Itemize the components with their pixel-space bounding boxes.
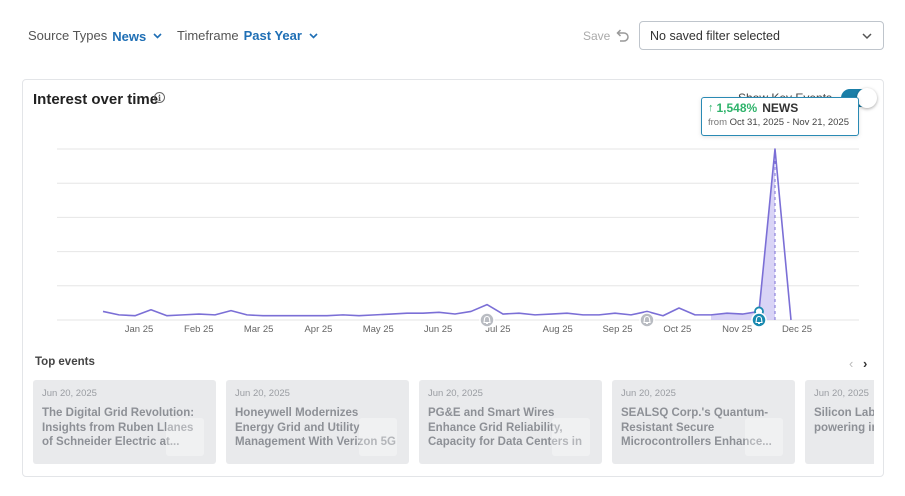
key-event-marker[interactable] <box>639 312 655 328</box>
tooltip-from-label: from <box>708 117 727 128</box>
event-date: Jun 20, 2025 <box>235 388 290 399</box>
save-button[interactable]: Save <box>583 29 611 43</box>
x-tick-label: Feb 25 <box>184 324 214 335</box>
event-thumbnail <box>166 418 204 456</box>
tooltip-series: NEWS <box>762 101 799 115</box>
tooltip-percent: 1,548% <box>716 101 758 115</box>
chevron-left-icon[interactable]: ‹ <box>849 356 854 371</box>
x-tick-label: Sep 25 <box>602 324 632 335</box>
arrow-up-icon: ↑ <box>708 102 714 114</box>
x-tick-label: Apr 25 <box>304 324 332 335</box>
key-event-marker[interactable] <box>751 312 767 328</box>
x-tick-label: Jun 25 <box>424 324 453 335</box>
top-events-list: Jun 20, 2025 The Digital Grid Revolution… <box>33 380 874 465</box>
event-date: Jun 20, 2025 <box>621 388 676 399</box>
event-thumbnail <box>552 418 590 456</box>
event-headline: PG&E and Smart Wires Enhance Grid Reliab… <box>428 407 583 448</box>
x-tick-label: Nov 25 <box>722 324 752 335</box>
event-thumbnail <box>745 418 783 456</box>
event-card[interactable]: Jun 20, 2025 Honeywell Modernizes Energy… <box>226 380 409 464</box>
tooltip-range: Oct 31, 2025 - Nov 21, 2025 <box>729 117 849 128</box>
series-line <box>102 148 792 321</box>
interest-chart: Jan 25 Feb 25 Mar 25 Apr 25 May 25 Jun 25 Jul … <box>57 148 859 335</box>
x-tick-label: Jul 25 <box>485 324 510 335</box>
source-types-filter[interactable]: Source Types News <box>28 28 162 44</box>
event-card[interactable]: Jun 20, 2025 Silicon Labs surpass 10 m p… <box>805 380 874 464</box>
undo-icon[interactable] <box>614 27 632 45</box>
event-headline: SEALSQ Corp.'s Quantum-Resistant Secure … <box>621 407 772 448</box>
x-tick-label: Oct 25 <box>663 324 691 335</box>
event-headline: Honeywell Modernizes Energy Grid and Uti… <box>235 407 396 448</box>
timeframe-value: Past Year <box>243 28 302 43</box>
top-events-title: Top events <box>35 356 95 368</box>
event-thumbnail <box>359 418 397 456</box>
timeframe-filter[interactable]: Timeframe Past Year <box>177 28 318 43</box>
x-tick-label: Mar 25 <box>244 324 274 335</box>
info-icon[interactable]: i <box>154 92 165 103</box>
event-headline: Silicon Labs surpass 10 m powering in <box>814 407 874 434</box>
saved-filter-value: No saved filter selected <box>650 28 780 43</box>
chevron-down-icon <box>861 30 873 42</box>
event-card[interactable]: Jun 20, 2025 PG&E and Smart Wires Enhanc… <box>419 380 602 464</box>
event-card[interactable]: Jun 20, 2025 The Digital Grid Revolution… <box>33 380 216 464</box>
event-date: Jun 20, 2025 <box>428 388 483 399</box>
x-tick-label: Aug 25 <box>543 324 573 335</box>
filter-bar: Source Types News Timeframe Past Year Sa… <box>0 0 905 70</box>
event-date: Jun 20, 2025 <box>814 388 869 399</box>
source-types-value: News <box>112 29 147 44</box>
key-event-marker[interactable] <box>479 312 495 328</box>
x-tick-label: Jan 25 <box>125 324 154 335</box>
timeframe-label: Timeframe <box>177 28 239 43</box>
chevron-down-icon <box>153 31 162 42</box>
chart-tooltip: ↑ 1,548% NEWS from Oct 31, 2025 - Nov 21… <box>701 97 859 136</box>
toggle-knob <box>857 88 877 108</box>
event-card[interactable]: Jun 20, 2025 SEALSQ Corp.'s Quantum-Resi… <box>612 380 795 464</box>
chevron-right-icon[interactable]: › <box>863 356 868 371</box>
card-title: Interest over time <box>33 91 159 108</box>
x-tick-label: Dec 25 <box>782 324 812 335</box>
chevron-down-icon <box>309 31 318 42</box>
x-tick-label: May 25 <box>363 324 394 335</box>
event-headline: The Digital Grid Revolution: Insights fr… <box>42 407 195 448</box>
source-types-label: Source Types <box>28 28 108 43</box>
event-date: Jun 20, 2025 <box>42 388 97 399</box>
saved-filter-select[interactable]: No saved filter selected <box>639 21 884 50</box>
highlight-area <box>711 149 775 320</box>
interest-card: Jan 25 Feb 25 Mar 25 Apr 25 May 25 Jun 25 Jul … <box>22 79 884 477</box>
